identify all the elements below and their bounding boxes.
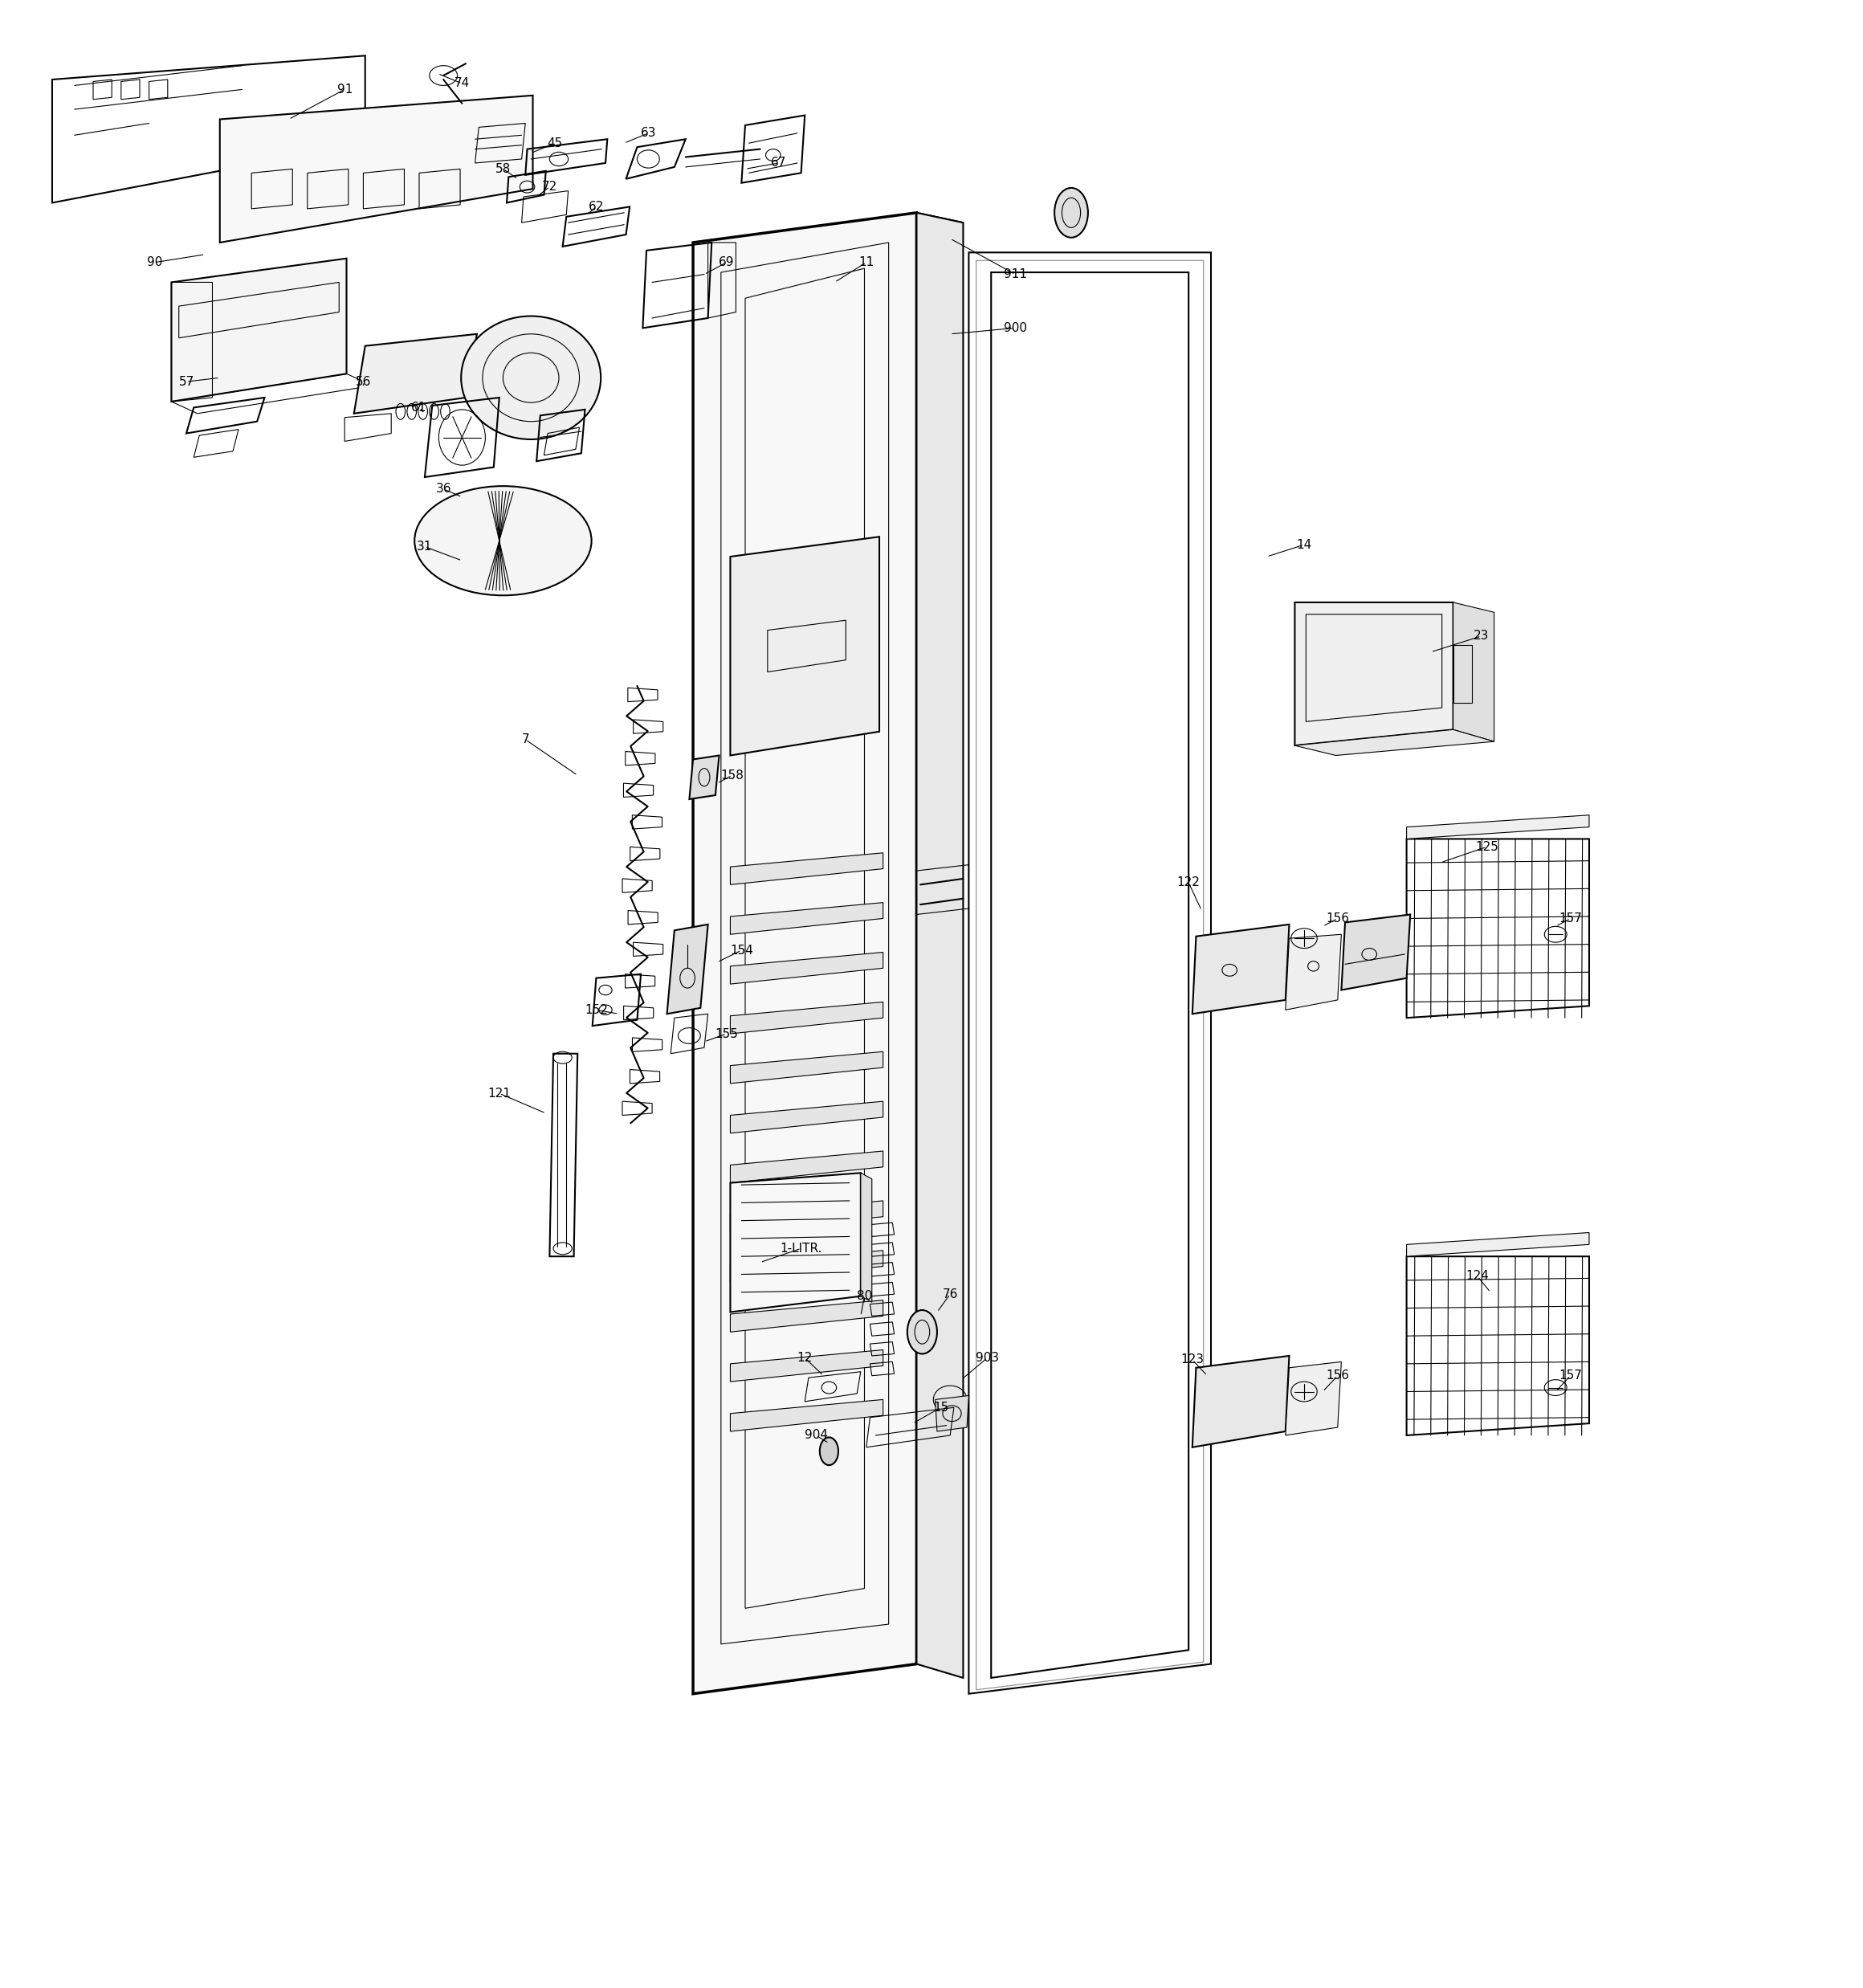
Text: 156: 156 [1326, 912, 1349, 924]
Text: 90: 90 [147, 256, 162, 268]
Text: 157: 157 [1559, 1370, 1582, 1382]
Polygon shape [667, 924, 708, 1014]
Text: 156: 156 [1326, 1370, 1349, 1382]
Text: 45: 45 [548, 137, 563, 149]
Polygon shape [730, 903, 883, 934]
Polygon shape [1341, 914, 1410, 990]
Text: 152: 152 [585, 1004, 607, 1016]
Text: 12: 12 [797, 1352, 812, 1364]
Polygon shape [1192, 1356, 1289, 1447]
Polygon shape [730, 537, 879, 755]
Text: 91: 91 [337, 83, 352, 95]
Ellipse shape [414, 487, 592, 596]
Text: 155: 155 [715, 1028, 738, 1040]
Text: 72: 72 [542, 181, 557, 193]
Text: 121: 121 [488, 1087, 510, 1099]
Text: 157: 157 [1559, 912, 1582, 924]
Polygon shape [730, 1201, 883, 1233]
Ellipse shape [820, 1437, 838, 1465]
Ellipse shape [460, 316, 600, 439]
Text: 11: 11 [859, 256, 874, 268]
Text: 911: 911 [1004, 268, 1027, 280]
Text: 122: 122 [1177, 877, 1200, 889]
Polygon shape [1407, 815, 1589, 839]
Polygon shape [171, 258, 347, 402]
Polygon shape [693, 213, 917, 1694]
Ellipse shape [1054, 187, 1088, 237]
Polygon shape [730, 1250, 883, 1282]
Polygon shape [1407, 1233, 1589, 1256]
Polygon shape [730, 1052, 883, 1083]
Text: 58: 58 [496, 163, 510, 175]
Text: 57: 57 [179, 376, 194, 388]
Polygon shape [730, 1400, 883, 1431]
Polygon shape [220, 95, 533, 243]
Polygon shape [730, 1300, 883, 1332]
Text: 904: 904 [805, 1429, 827, 1441]
Polygon shape [730, 1101, 883, 1133]
Ellipse shape [907, 1310, 937, 1354]
Polygon shape [730, 1173, 861, 1312]
Text: 69: 69 [719, 256, 734, 268]
Polygon shape [917, 213, 963, 1678]
Text: 900: 900 [1004, 322, 1027, 334]
Polygon shape [1453, 602, 1494, 742]
Polygon shape [689, 755, 719, 799]
Polygon shape [730, 1002, 883, 1034]
Polygon shape [1192, 924, 1289, 1014]
Text: 31: 31 [417, 541, 432, 553]
Polygon shape [730, 1151, 883, 1183]
Text: 123: 123 [1181, 1354, 1203, 1366]
Text: 36: 36 [436, 483, 451, 495]
Text: 7: 7 [522, 734, 529, 746]
Polygon shape [693, 213, 963, 254]
Text: 903: 903 [976, 1352, 999, 1364]
Text: 62: 62 [589, 201, 604, 213]
Text: 74: 74 [455, 78, 469, 89]
Text: 61: 61 [412, 402, 427, 414]
Polygon shape [730, 1350, 883, 1382]
Text: 125: 125 [1475, 841, 1498, 853]
Polygon shape [935, 1396, 969, 1431]
Polygon shape [354, 334, 477, 414]
Polygon shape [1295, 602, 1453, 746]
Text: 67: 67 [771, 157, 786, 169]
Text: 154: 154 [730, 944, 753, 956]
Text: 124: 124 [1466, 1270, 1489, 1282]
Text: 76: 76 [943, 1288, 958, 1300]
Text: 56: 56 [356, 376, 371, 388]
Polygon shape [1295, 730, 1494, 755]
Text: 15: 15 [933, 1402, 948, 1413]
Polygon shape [730, 952, 883, 984]
Text: 158: 158 [721, 769, 743, 781]
Polygon shape [861, 1173, 872, 1302]
Polygon shape [730, 853, 883, 885]
Text: 63: 63 [641, 127, 656, 139]
Text: 80: 80 [857, 1290, 872, 1302]
Text: 14: 14 [1297, 539, 1312, 551]
Text: 1-LITR.: 1-LITR. [781, 1242, 822, 1254]
Text: 23: 23 [1474, 630, 1489, 642]
Polygon shape [1285, 1362, 1341, 1435]
Polygon shape [1285, 934, 1341, 1010]
